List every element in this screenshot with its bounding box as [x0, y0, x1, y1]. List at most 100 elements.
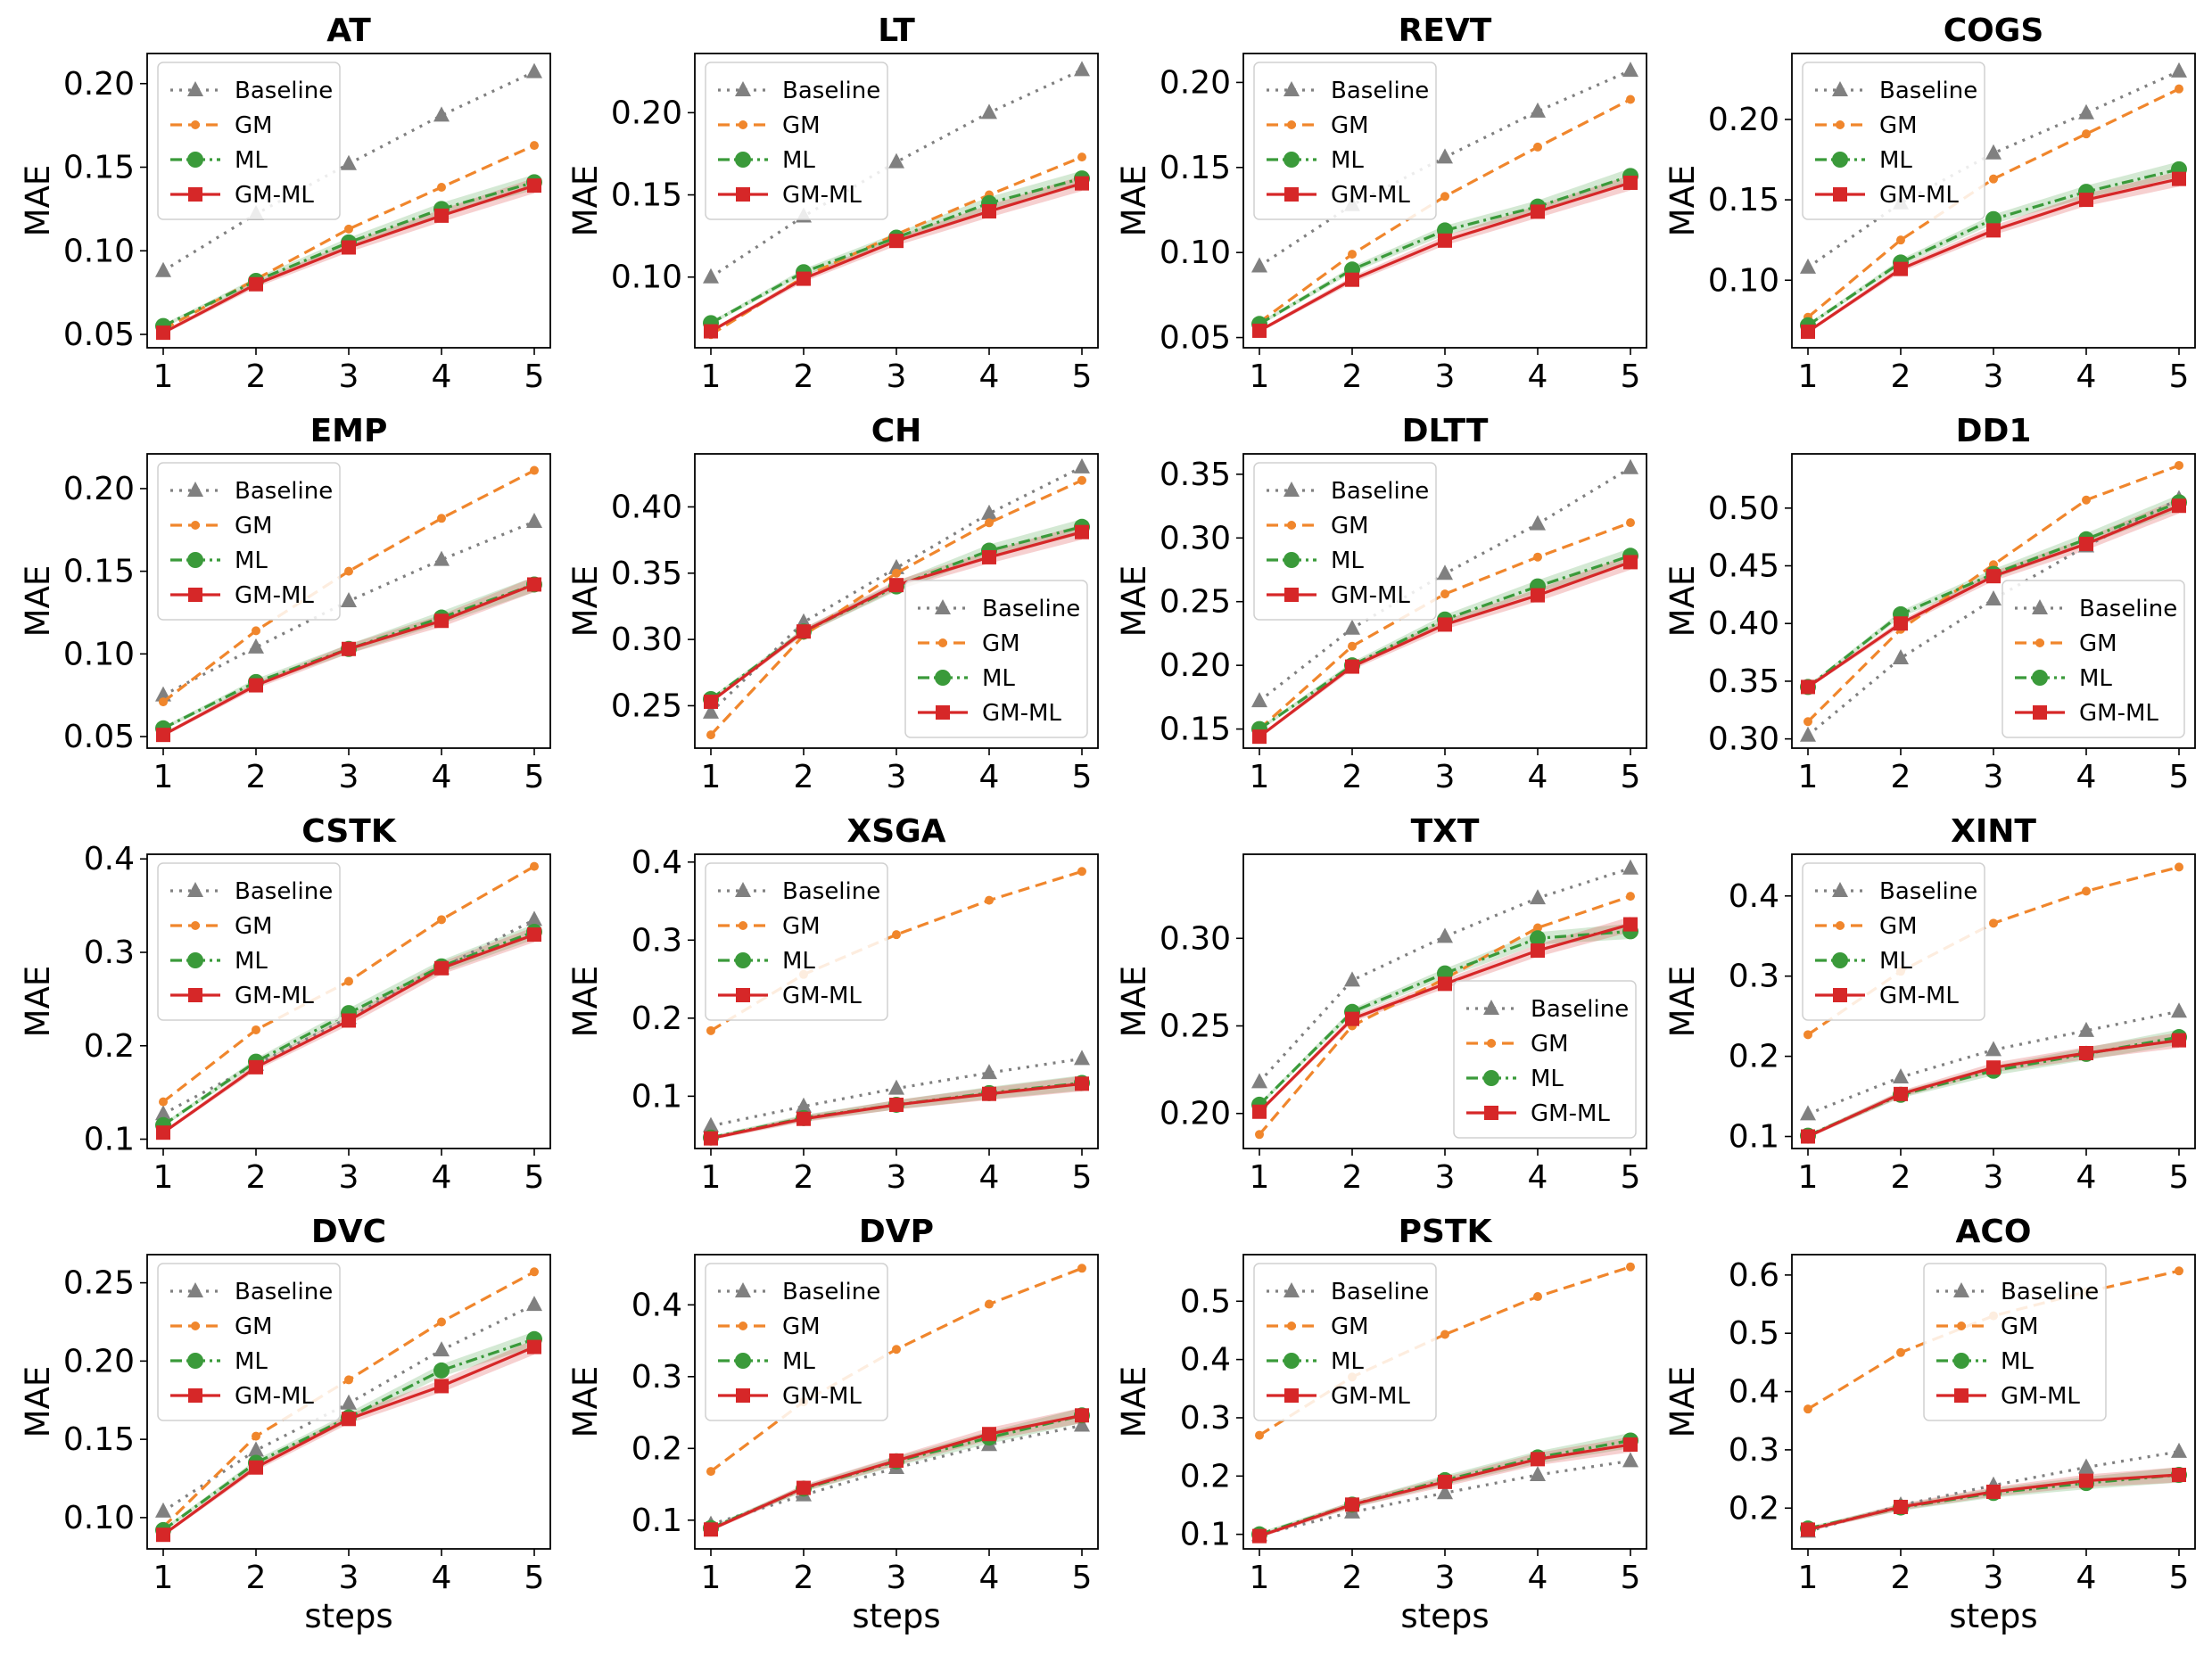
data-point [342, 1412, 356, 1427]
data-point [704, 1131, 718, 1146]
legend-item-gm: GM [170, 513, 273, 539]
series-gm-ml [156, 577, 541, 743]
legend-label: Baseline [1879, 78, 1977, 104]
legend-marker [191, 921, 200, 930]
legend-label: GM-ML [235, 582, 314, 609]
data-point [1623, 175, 1638, 190]
legend-marker [735, 882, 751, 897]
legend-label: Baseline [782, 878, 880, 905]
series-line [1258, 929, 1631, 1107]
legend-label: GM-ML [235, 1383, 314, 1410]
x-tick-label: 3 [1984, 1159, 2004, 1196]
y-tick-label: 0.20 [1708, 102, 1779, 138]
y-tick-label: 0.15 [63, 1421, 135, 1458]
data-point [2171, 1002, 2187, 1018]
legend-marker [1284, 1388, 1299, 1403]
x-tick-label: 1 [1250, 358, 1270, 395]
legend-item-gm: GM [1267, 513, 1369, 539]
data-point [1894, 1499, 1908, 1514]
legend-marker [1287, 120, 1296, 129]
series-line [1806, 87, 2180, 318]
x-tick-label: 2 [1342, 759, 1363, 795]
legend-item-baseline: Baseline [1936, 1279, 2099, 1305]
y-tick-label: 0.10 [63, 1500, 135, 1536]
series-line [1806, 498, 2180, 737]
x-tick-label: 3 [339, 759, 359, 795]
legend-label: GM [782, 1313, 821, 1340]
data-point [1800, 258, 1816, 274]
x-tick-label: 2 [246, 1159, 267, 1196]
axes-frame [1242, 453, 1647, 749]
data-point [2078, 1021, 2094, 1037]
series-gm-ml [704, 524, 1089, 709]
legend-item-gm-ml: GM-ML [1267, 1383, 1410, 1410]
legend-box [705, 1263, 888, 1421]
axes-frame [1242, 853, 1647, 1149]
x-tick-label: 2 [246, 1560, 267, 1596]
series-gm-ml [1252, 917, 1638, 1119]
series-gm-ml [1252, 555, 1638, 745]
x-tick-label: 5 [524, 358, 545, 395]
legend-item-baseline: Baseline [718, 878, 880, 905]
data-point [1894, 1086, 1908, 1101]
y-tick-label: 0.20 [1160, 647, 1231, 684]
series-gm-ml [704, 176, 1089, 339]
subplot-xint: XINT 0.1 0.2 0.3 0.4 1 2 3 4 5 MAE Baseline GM ML GM-M… [1663, 813, 2196, 1196]
data-point [1437, 564, 1453, 580]
x-tick-label: 4 [1528, 759, 1548, 795]
y-tick-label: 0.20 [63, 471, 135, 507]
y-tick-label: 0.15 [1708, 182, 1779, 218]
x-tick-label: 1 [153, 1560, 174, 1596]
legend-box [157, 462, 341, 621]
legend-label: Baseline [782, 1279, 880, 1305]
legend-item-gm-ml: GM-ML [170, 1383, 314, 1410]
data-point [1077, 475, 1086, 485]
data-point [1531, 204, 1545, 219]
data-point [1800, 1105, 1816, 1121]
legend-item-gm: GM [918, 630, 1020, 657]
legend-item-gm-ml: GM-ML [1815, 182, 1959, 209]
confidence-band-gm-ml [1259, 916, 1630, 1114]
data-point [249, 276, 263, 292]
y-tick-label: 0.30 [1160, 520, 1231, 556]
legend-marker [736, 1388, 750, 1403]
legend-item-gm: GM [718, 112, 821, 139]
legend: Baseline GM ML GM-ML [2002, 580, 2185, 738]
axes-frame [1791, 453, 2196, 749]
data-point [1255, 1130, 1264, 1140]
data-point [433, 106, 450, 122]
legend-marker [938, 638, 947, 647]
legend-label: GM-ML [782, 1383, 862, 1410]
subplot-dvc: DVC 0.10 0.15 0.20 0.25 1 2 3 4 5 MAE steps Baseline… [19, 1214, 551, 1635]
data-point [1530, 889, 1546, 905]
legend-marker [187, 81, 203, 96]
legend-marker [1836, 120, 1845, 129]
data-point [1440, 1330, 1449, 1339]
y-axis-label: MAE [566, 165, 605, 237]
data-point [889, 234, 904, 249]
series-gm-ml [156, 178, 541, 341]
series-gm-ml [1801, 498, 2186, 695]
legend-item-gm: GM [718, 1313, 821, 1340]
data-point [706, 730, 715, 740]
data-point [1252, 1528, 1267, 1544]
legend: Baseline GM ML GM-ML [1802, 62, 1985, 220]
legend-label: ML [235, 548, 268, 574]
y-tick-label: 0.3 [631, 1359, 682, 1396]
data-point [2175, 460, 2183, 470]
data-point [341, 1394, 357, 1410]
data-point [1530, 515, 1546, 531]
series-baseline [1251, 1452, 1638, 1542]
x-axis-label: steps [304, 1597, 392, 1635]
legend-label: GM [235, 913, 273, 940]
subplot-txt: TXT 0.20 0.25 0.30 1 2 3 4 5 MAE Baseline GM ML GM-ML [1115, 813, 1647, 1196]
x-tick-label: 3 [887, 759, 907, 795]
legend-marker [191, 521, 200, 530]
axes-frame [146, 453, 551, 749]
legend-label: ML [782, 147, 815, 174]
legend-marker [736, 988, 750, 1002]
plot-area [1800, 62, 2187, 339]
data-point [1255, 1430, 1264, 1440]
series-baseline [155, 62, 542, 277]
data-point [248, 1441, 264, 1457]
